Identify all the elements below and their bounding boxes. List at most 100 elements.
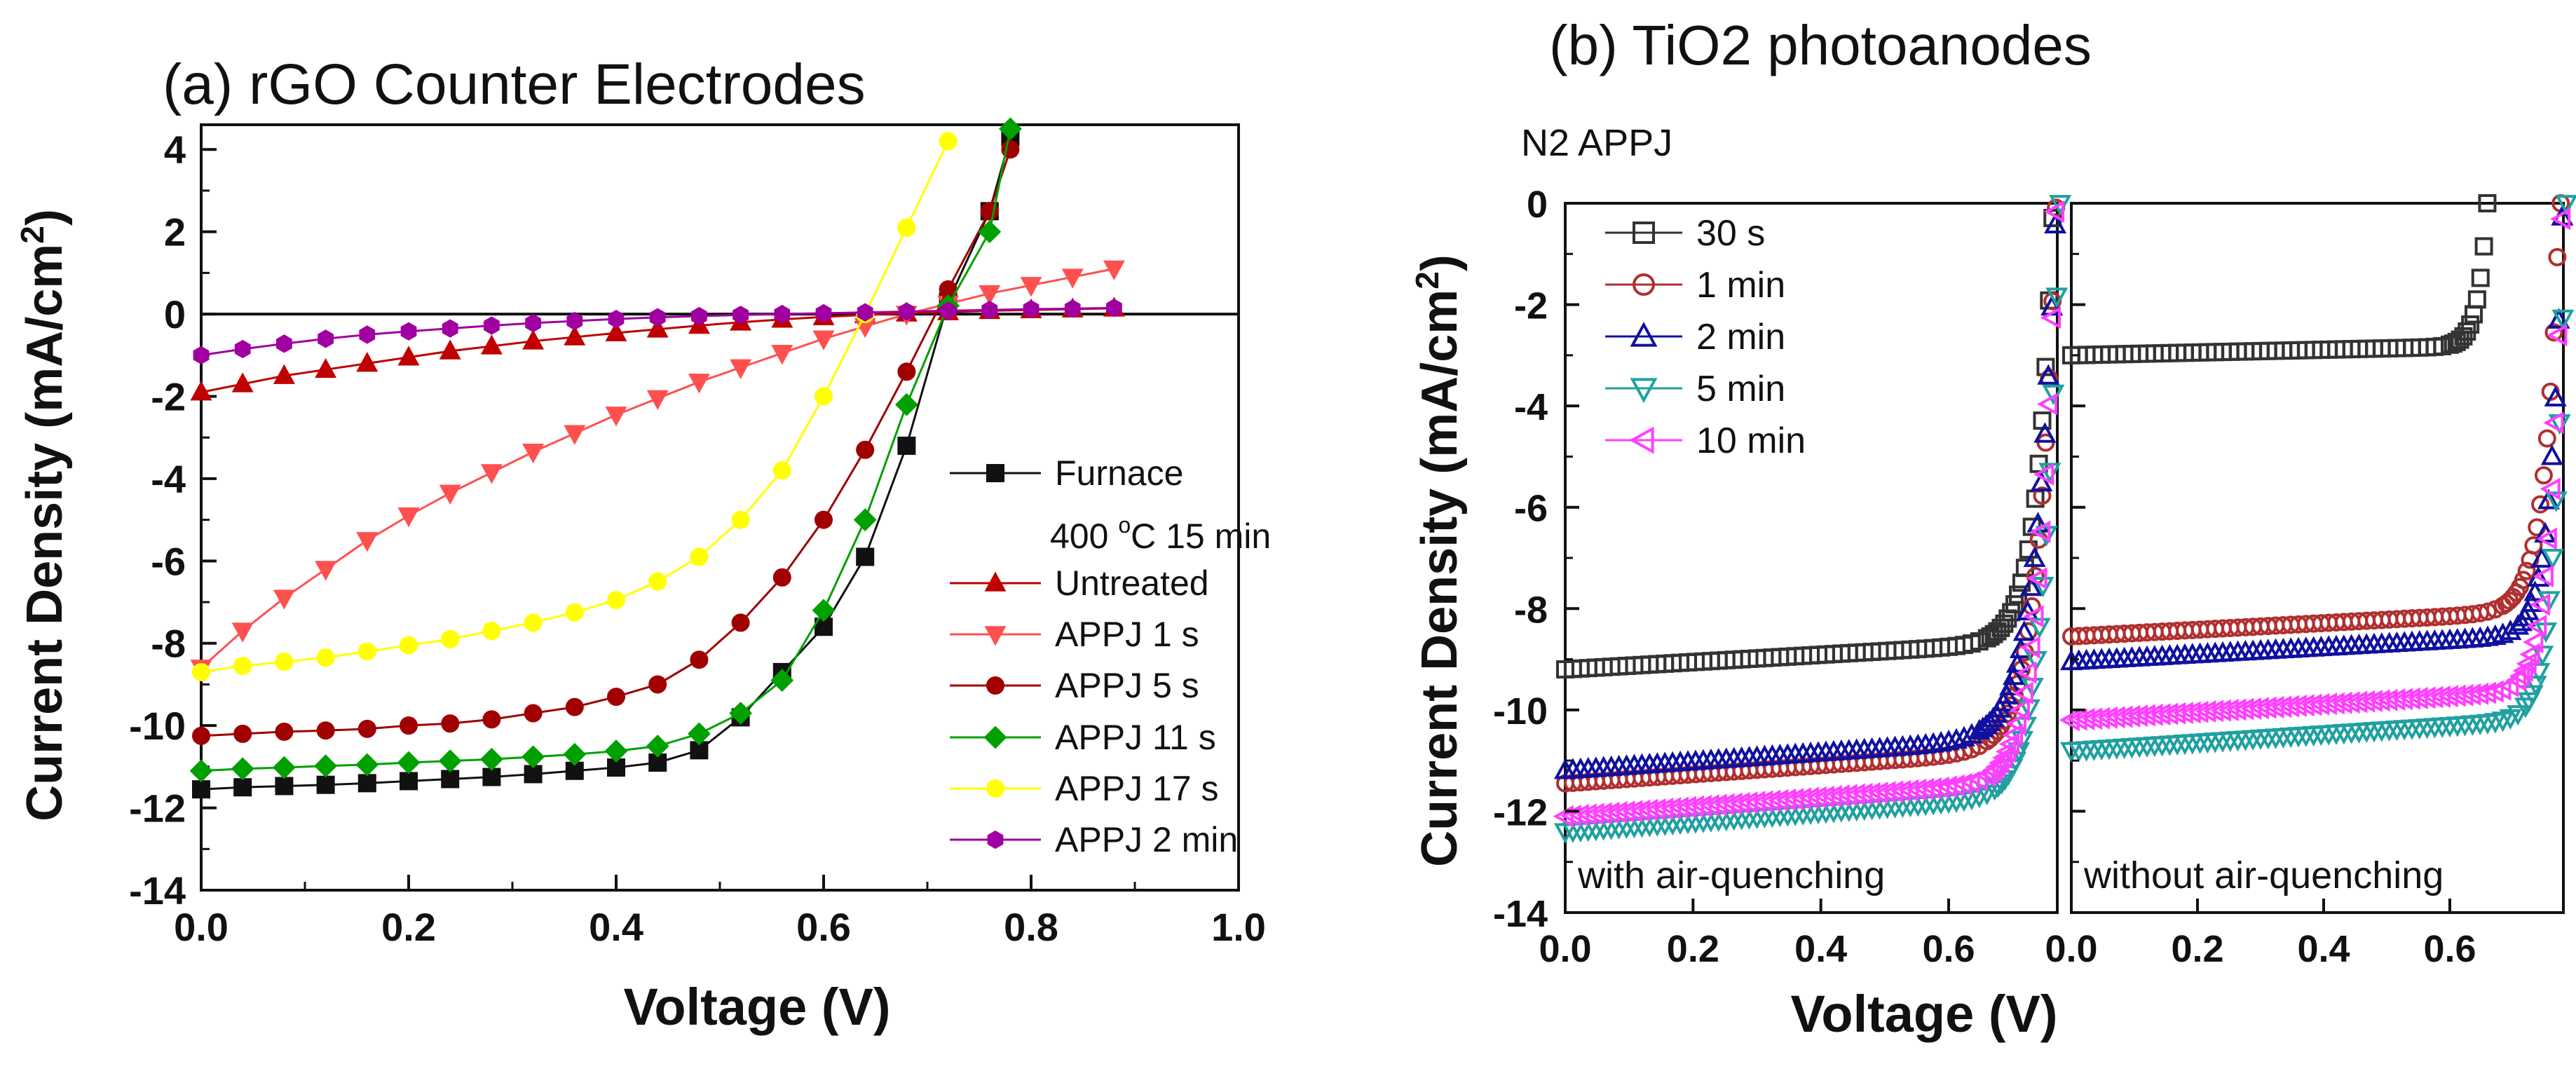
data-point bbox=[524, 613, 543, 632]
x-tick-label: 0.6 bbox=[796, 905, 851, 949]
series-line bbox=[200, 128, 1011, 772]
data-point bbox=[2527, 566, 2550, 587]
y-tick-label: -4 bbox=[151, 457, 186, 501]
data-point bbox=[1999, 674, 2022, 695]
data-point bbox=[357, 719, 376, 738]
series-30-s bbox=[2062, 194, 2497, 364]
data-point bbox=[2024, 650, 2047, 672]
data-point bbox=[978, 220, 1002, 244]
data-point bbox=[730, 359, 752, 379]
data-point bbox=[480, 464, 503, 484]
data-point bbox=[400, 772, 418, 791]
legend-label: APPJ 1 s bbox=[1055, 615, 1199, 654]
data-point bbox=[2517, 561, 2536, 580]
data-point bbox=[357, 774, 376, 793]
data-point bbox=[315, 561, 337, 581]
data-point bbox=[2023, 605, 2044, 628]
data-point bbox=[2524, 536, 2543, 555]
legend-label: 10 min bbox=[1696, 421, 1806, 461]
data-point bbox=[233, 778, 252, 797]
data-point bbox=[2043, 200, 2065, 223]
data-point bbox=[231, 622, 254, 643]
data-point bbox=[484, 316, 500, 335]
data-point bbox=[774, 304, 791, 324]
chart-b-legend: 30 s 1 min 2 min 5 min 10 min bbox=[1605, 213, 1806, 461]
data-point bbox=[731, 510, 750, 529]
data-point bbox=[2541, 548, 2564, 570]
y-tick-label: 2 bbox=[164, 210, 186, 254]
panel-label: without air-quenching bbox=[2083, 854, 2444, 896]
x-tick-label: 0.2 bbox=[2171, 928, 2223, 970]
series-10-min bbox=[2059, 207, 2571, 732]
data-point bbox=[2002, 664, 2026, 685]
series-5-min bbox=[2059, 195, 2576, 763]
data-point bbox=[2543, 411, 2564, 435]
data-point bbox=[397, 751, 421, 775]
chart-b-y-axis-label: Current Density (mA/cm2) bbox=[1409, 254, 1468, 867]
chart-b-y-ticks: 0 -2 -4 -6 -8 -10 -12 -14 bbox=[1493, 184, 1548, 935]
y-tick-label: -8 bbox=[151, 622, 186, 666]
x-tick-label: 0.4 bbox=[2297, 928, 2350, 970]
data-point bbox=[231, 757, 254, 781]
series-30-s bbox=[1556, 209, 2062, 679]
series-furnace bbox=[192, 128, 1020, 799]
y-tick-label: -2 bbox=[1514, 285, 1548, 327]
data-point bbox=[2540, 477, 2561, 500]
data-point bbox=[272, 756, 296, 779]
data-point bbox=[2505, 669, 2527, 692]
legend-marker bbox=[1630, 322, 1658, 347]
legend-marker bbox=[986, 676, 1004, 695]
data-point bbox=[605, 321, 627, 341]
x-tick-label: 0.4 bbox=[589, 905, 643, 949]
y-tick-label: 0 bbox=[1527, 184, 1548, 226]
data-point bbox=[2031, 577, 2054, 598]
data-point bbox=[1998, 732, 2020, 756]
data-point bbox=[189, 759, 213, 783]
chart-a-series bbox=[189, 117, 1125, 799]
data-point bbox=[2534, 466, 2553, 485]
data-point bbox=[2019, 575, 2043, 596]
x-tick-label: 0.0 bbox=[174, 905, 229, 949]
data-point bbox=[355, 753, 379, 777]
y-tick-label: -2 bbox=[151, 374, 186, 418]
data-point bbox=[2537, 489, 2560, 510]
chart-rgo-counter-electrodes: (a) rGO Counter Electrodes 4 2 0 -2 -4 -6 -8 -1… bbox=[14, 53, 1271, 1036]
data-point bbox=[1937, 730, 1961, 751]
data-point bbox=[2531, 495, 2550, 514]
panel-with-air-quenching: 0.0 0.2 0.4 0.6 with air-quenching bbox=[1539, 195, 2072, 970]
data-point bbox=[815, 303, 832, 323]
data-point bbox=[2045, 287, 2069, 308]
data-point bbox=[564, 425, 586, 445]
data-point bbox=[731, 613, 750, 632]
data-point bbox=[522, 745, 545, 769]
legend-label: 5 min bbox=[1696, 369, 1785, 409]
data-point bbox=[2026, 567, 2047, 590]
data-point bbox=[275, 653, 294, 671]
data-point bbox=[316, 775, 335, 794]
data-point bbox=[2547, 308, 2570, 329]
data-point bbox=[1944, 728, 1968, 749]
series-line bbox=[200, 149, 1011, 737]
legend-label: Furnace bbox=[1055, 453, 1183, 493]
data-point bbox=[2544, 386, 2567, 407]
data-point bbox=[2036, 393, 2058, 416]
data-point bbox=[853, 508, 877, 532]
data-point bbox=[400, 322, 417, 341]
data-point bbox=[2550, 207, 2571, 231]
data-point bbox=[646, 390, 669, 410]
data-point bbox=[2509, 664, 2530, 688]
data-point bbox=[688, 374, 710, 394]
data-point bbox=[275, 777, 294, 796]
data-point bbox=[565, 603, 584, 622]
data-point bbox=[2475, 681, 2496, 704]
data-point bbox=[2033, 463, 2054, 486]
data-point bbox=[2016, 599, 2039, 621]
data-point bbox=[812, 599, 836, 622]
panel-label: with air-quenching bbox=[1577, 854, 1885, 896]
series-10-min bbox=[1553, 200, 2065, 828]
data-point bbox=[2474, 237, 2493, 256]
chart-b-annotation: N2 APPJ bbox=[1521, 122, 1672, 164]
data-point bbox=[273, 364, 295, 384]
